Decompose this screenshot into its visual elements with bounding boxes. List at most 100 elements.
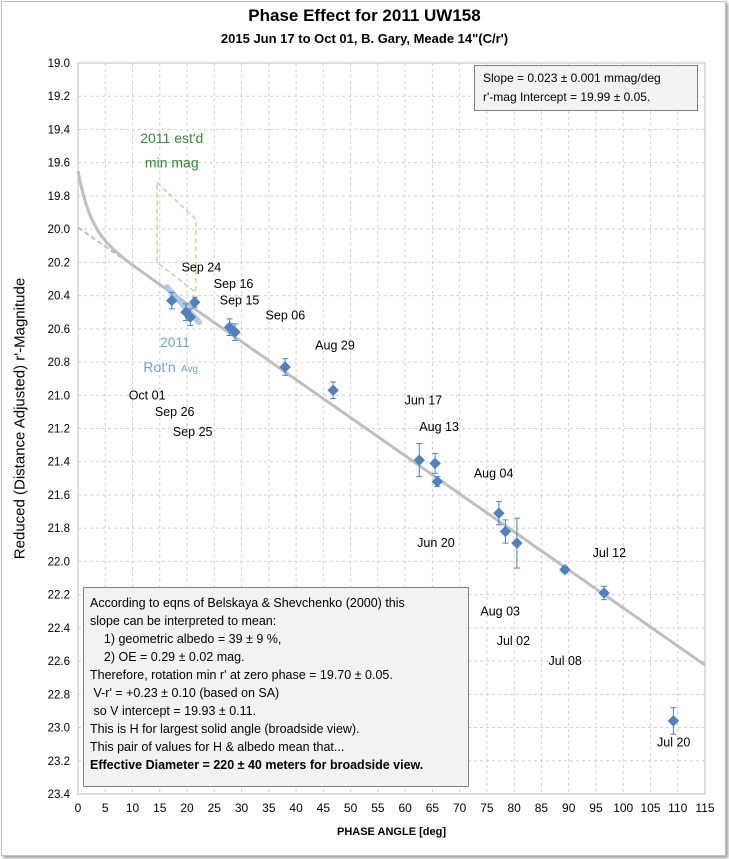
date-label: Aug 29	[315, 338, 355, 352]
data-point	[598, 587, 610, 599]
note-line: Therefore, rotation min r' at zero phase…	[90, 668, 393, 682]
x-tick-label: 75	[480, 801, 494, 815]
note-line: This pair of values for H & albedo mean …	[90, 740, 345, 754]
x-tick-label: 30	[235, 801, 249, 815]
date-label: Sep 16	[214, 277, 254, 291]
x-tick-label: 0	[75, 801, 82, 815]
y-tick-label: 22.4	[48, 623, 71, 635]
date-label: Oct 01	[129, 388, 166, 402]
x-tick-label: 25	[208, 801, 222, 815]
data-point	[511, 537, 523, 549]
x-axis-label: PHASE ANGLE [deg]	[337, 826, 446, 838]
data-point	[184, 311, 197, 323]
rot-avg-label: 2011	[160, 334, 190, 350]
x-tick-label: 45	[317, 801, 331, 815]
data-point	[327, 384, 339, 396]
note-line: slope can be interpreted to mean:	[90, 614, 277, 628]
x-tick-label: 95	[589, 801, 603, 815]
x-tick-label: 5	[102, 801, 109, 815]
x-tick-label: 55	[371, 801, 385, 815]
y-tick-label: 20.2	[48, 257, 70, 269]
x-tick-label: 15	[153, 801, 167, 815]
est-min-mag-region	[156, 180, 197, 294]
x-tick-label: 80	[507, 801, 521, 815]
date-label: Jul 12	[593, 546, 626, 560]
data-point	[559, 564, 571, 576]
date-label: Jul 20	[657, 735, 690, 749]
y-tick-label: 21.6	[48, 490, 70, 502]
x-tick-label: 35	[262, 801, 276, 815]
rot-avg-label: Avg	[181, 364, 198, 375]
note-line: so V intercept = 19.93 ± 0.11.	[90, 704, 257, 718]
y-tick-label: 21.8	[48, 523, 70, 535]
date-label: Sep 06	[266, 309, 306, 323]
date-label: Jun 20	[417, 536, 455, 550]
y-tick-label: 20.4	[48, 291, 71, 303]
fit-summary-box: Slope = 0.023 ± 0.001 mmag/deg r'-mag In…	[474, 65, 698, 111]
date-label: Sep 25	[173, 425, 213, 439]
x-tick-label: 105	[640, 801, 660, 815]
y-tick-label: 23.4	[48, 789, 71, 801]
x-tick-label: 110	[668, 801, 687, 815]
y-tick-label: 19.2	[48, 91, 70, 103]
y-tick-label: 22.2	[48, 590, 70, 602]
data-point	[493, 507, 505, 519]
date-label: Sep 24	[182, 260, 222, 274]
x-tick-label: 100	[613, 801, 633, 815]
note-line: 2) OE = 0.29 ± 0.02 mag.	[90, 650, 245, 664]
x-tick-label: 10	[126, 801, 140, 815]
note-line: V-r' = +0.23 ± 0.10 (based on SA)	[90, 686, 280, 700]
y-tick-label: 19.6	[48, 158, 70, 170]
date-label: Sep 26	[155, 405, 195, 419]
rot-avg-label: Rot'n	[143, 359, 175, 375]
note-line: 1) geometric albedo = 39 ± 9 %,	[90, 632, 282, 646]
x-tick-label: 90	[562, 801, 576, 815]
y-tick-label: 20.6	[48, 324, 70, 336]
x-tick-label: 70	[453, 801, 467, 815]
y-tick-label: 21.0	[48, 390, 70, 402]
y-tick-label: 21.4	[48, 457, 71, 469]
x-tick-label: 40	[289, 801, 303, 815]
y-tick-label: 21.2	[48, 424, 70, 436]
y-tick-label: 20.8	[48, 357, 70, 369]
data-point	[413, 454, 426, 466]
y-tick-label: 22.6	[48, 656, 70, 668]
note-line: According to eqns of Belskaya & Shevchen…	[90, 596, 405, 610]
y-tick-label: 20.0	[48, 224, 70, 236]
date-label: Jul 08	[549, 654, 582, 668]
note-line: This is H for largest solid angle (broad…	[90, 722, 360, 736]
date-label: Sep 15	[220, 294, 260, 308]
data-point	[499, 525, 512, 538]
x-tick-label: 20	[180, 801, 194, 815]
fit-intercept-text: r'-mag Intercept = 19.99 ± 0.05.	[483, 90, 651, 104]
data-point	[166, 294, 178, 307]
data-point	[667, 715, 680, 727]
data-point	[188, 296, 201, 308]
y-tick-label: 19.0	[48, 58, 70, 70]
x-tick-label: 65	[426, 801, 440, 815]
data-point	[429, 457, 441, 470]
x-tick-label: 115	[695, 801, 714, 815]
y-tick-label: 19.8	[48, 191, 70, 203]
y-axis-label: Reduced (Distance Adjusted) r'-Magnitude	[11, 277, 29, 560]
effective-diameter-line: Effective Diameter = 220 ± 40 meters for…	[90, 758, 424, 772]
y-tick-label: 22.8	[48, 689, 70, 701]
data-point	[229, 326, 241, 338]
y-tick-label: 22.0	[48, 556, 70, 568]
y-tick-label: 19.4	[48, 124, 71, 136]
y-tick-label: 23.2	[48, 756, 70, 768]
chart-title: Phase Effect for 2011 UW158	[248, 6, 481, 25]
date-label: Aug 04	[474, 466, 514, 480]
date-label: Jul 02	[497, 634, 530, 648]
x-tick-label: 85	[535, 801, 549, 815]
x-tick-label: 60	[398, 801, 412, 815]
chart-subtitle: 2015 Jun 17 to Oct 01, B. Gary, Meade 14…	[220, 31, 509, 46]
linear-extrapolation-line	[77, 226, 161, 286]
data-point	[431, 475, 444, 488]
date-label: Aug 03	[480, 604, 520, 618]
interpretation-note-box: According to eqns of Belskaya & Shevchen…	[83, 587, 469, 787]
date-label: Aug 13	[419, 420, 459, 434]
est-min-mag-label: 2011 est'd	[140, 130, 203, 146]
fit-slope-text: Slope = 0.023 ± 0.001 mmag/deg	[483, 71, 661, 85]
date-label: Jun 17	[405, 393, 443, 407]
